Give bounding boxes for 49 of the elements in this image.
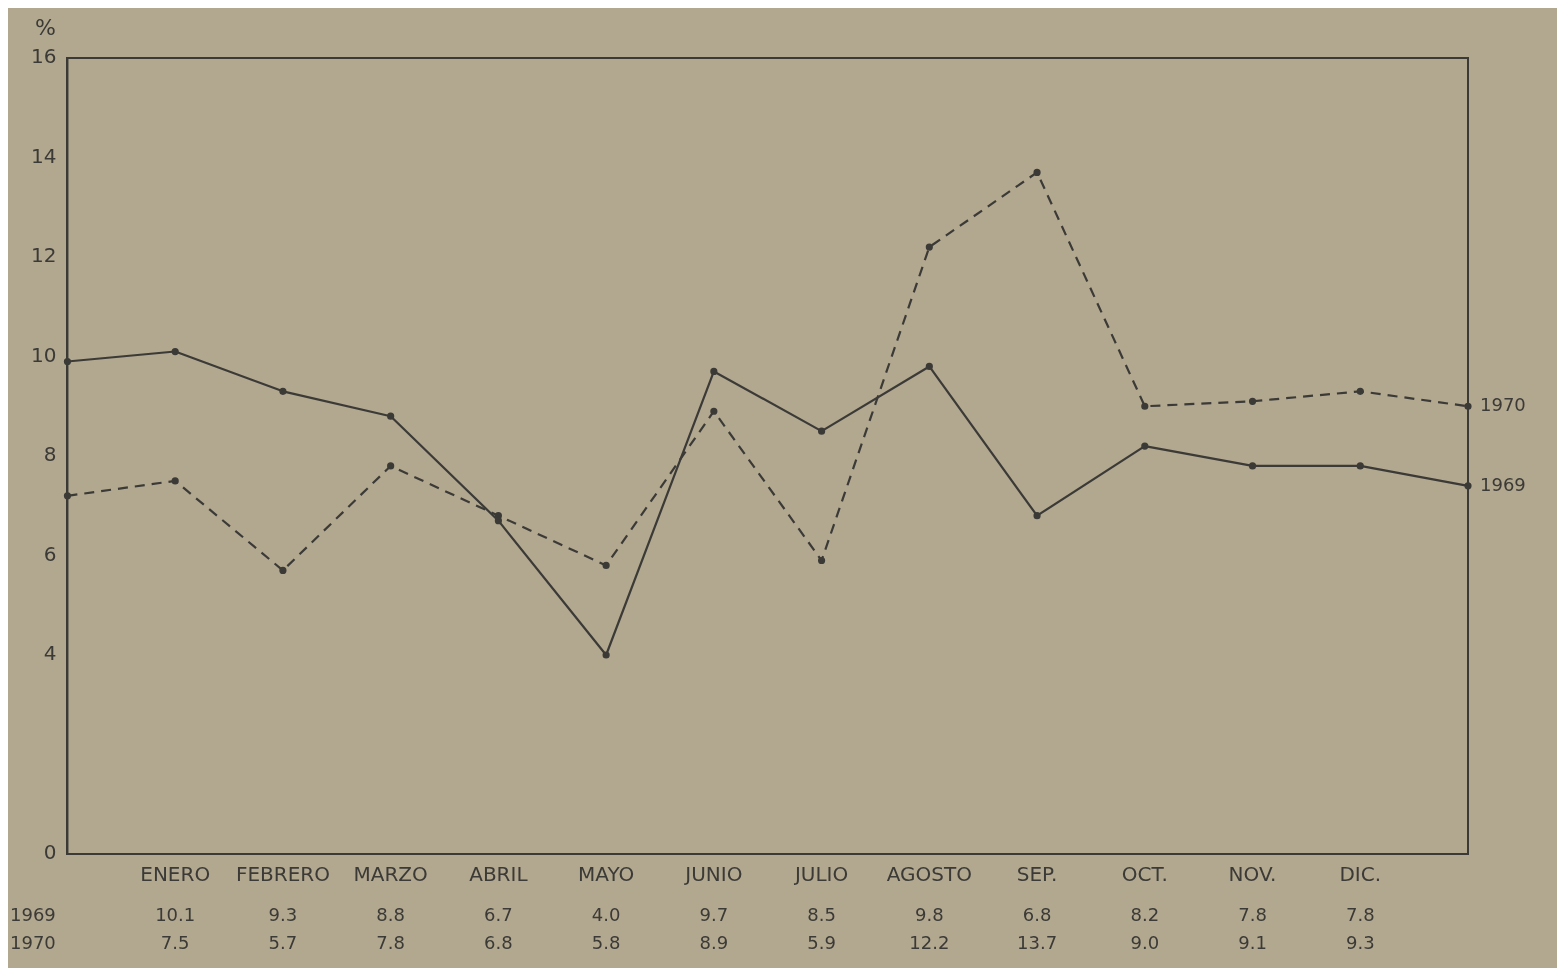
y-tick-label: 12 — [31, 243, 57, 268]
y-tick-label: 10 — [31, 342, 57, 367]
y-tick-label: 0 — [43, 840, 57, 865]
data-label: 8.2 — [1130, 903, 1160, 925]
data-label: 8.9 — [699, 931, 729, 953]
data-label: 6.7 — [484, 903, 513, 925]
data-label: 9.0 — [1130, 931, 1160, 953]
x-tick-label: MARZO — [353, 862, 428, 887]
y-tick-label: 6 — [43, 541, 57, 566]
y-tick-label: 14 — [31, 143, 57, 168]
data-label: 13.7 — [1017, 931, 1058, 953]
data-label: 7.8 — [376, 931, 405, 953]
x-tick-label: ENERO — [140, 862, 211, 887]
y-tick-label: 8 — [43, 442, 57, 467]
x-tick-label: NOV. — [1228, 862, 1277, 887]
x-tick-label: AGOSTO — [886, 862, 972, 887]
data-label: 9.8 — [915, 903, 944, 925]
text: 1970 — [10, 931, 56, 953]
data-label: 5.7 — [268, 931, 298, 953]
data-label: 6.8 — [484, 931, 513, 953]
series-label: 1970 — [1480, 393, 1526, 415]
data-label: 7.8 — [1238, 903, 1267, 925]
y-tick-label: 4 — [43, 641, 57, 666]
y-tick-label: 16 — [31, 44, 57, 69]
x-tick-label: SEP. — [1016, 862, 1058, 887]
data-label: 6.8 — [1022, 903, 1052, 925]
x-tick-label: ABRIL — [469, 862, 529, 887]
x-tick-label: FEBRERO — [235, 862, 330, 887]
data-label: 8.5 — [807, 903, 836, 925]
x-tick-label: JUNIO — [683, 862, 743, 887]
data-label: 5.9 — [807, 931, 836, 953]
data-label: 5.8 — [591, 931, 621, 953]
data-label: 4.0 — [591, 903, 621, 925]
x-tick-label: DIC. — [1339, 862, 1382, 887]
text: 1969 — [10, 903, 56, 925]
data-label: 7.8 — [1345, 903, 1375, 925]
data-label: 10.1 — [155, 903, 196, 925]
data-label: 8.8 — [376, 903, 405, 925]
data-label: 9.1 — [1238, 931, 1267, 953]
data-label: 9.3 — [1345, 931, 1375, 953]
data-label: 12.2 — [909, 931, 950, 953]
data-label: 9.7 — [699, 903, 729, 925]
series-label: 1969 — [1480, 473, 1526, 495]
y-axis-title: % — [35, 14, 56, 40]
x-tick-label: OCT. — [1121, 862, 1168, 887]
data-label: 9.3 — [268, 903, 298, 925]
x-tick-label: JULIO — [792, 862, 849, 887]
data-label: 7.5 — [160, 931, 190, 953]
x-tick-label: MAYO — [578, 862, 635, 887]
